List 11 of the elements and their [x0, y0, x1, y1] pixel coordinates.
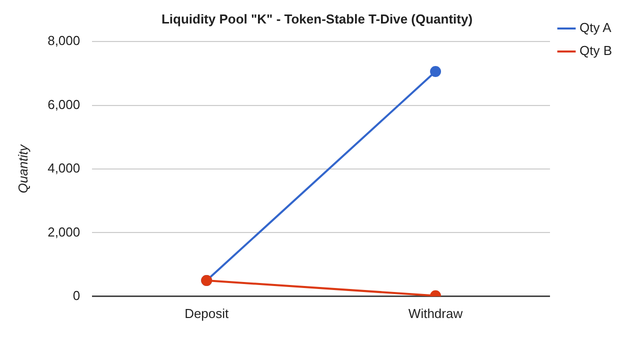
y-tick-label: 0: [72, 288, 80, 303]
y-tick-label: 6,000: [48, 96, 80, 112]
chart-title: Liquidity Pool "K" - Token-Stable T-Dive (Quantity): [161, 11, 473, 26]
x-tick-label: Deposit: [184, 306, 230, 321]
y-axis-title: Quantity: [15, 143, 30, 194]
y-tick-label: 8,000: [48, 33, 80, 48]
x-tick-label: Withdraw: [408, 306, 464, 321]
legend-label: Qty B: [579, 43, 612, 58]
legend-label: Qty A: [579, 20, 612, 36]
y-tick-label: 4,000: [48, 160, 80, 176]
y-tick-label: 2,000: [48, 224, 80, 240]
